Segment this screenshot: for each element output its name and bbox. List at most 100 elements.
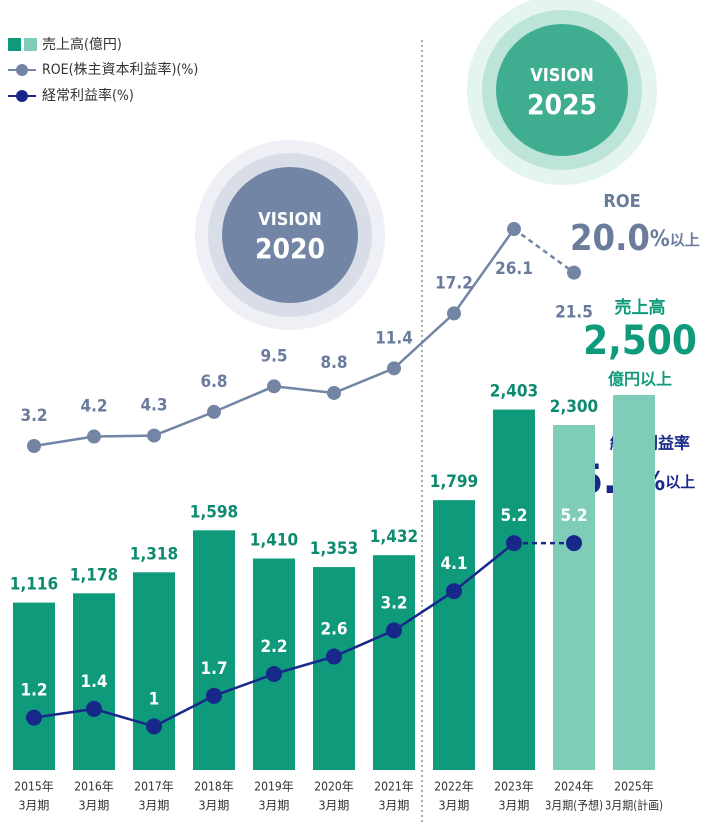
- bar-label: 1,432: [370, 527, 418, 547]
- badge-text: VISION: [258, 209, 322, 230]
- bar-label: 1,353: [310, 539, 358, 559]
- target-label: 億円以上: [608, 370, 672, 389]
- point-label: 5.2: [560, 506, 587, 526]
- x-tick-label: 3月期: [79, 799, 110, 813]
- marker: [566, 535, 582, 552]
- point-label: 1.4: [80, 672, 107, 692]
- bar: [253, 558, 295, 770]
- bar-label: 2,300: [550, 397, 598, 417]
- bar-label: 2,403: [490, 382, 538, 402]
- bar: [373, 555, 415, 770]
- x-tick-label: 2021年: [374, 780, 413, 794]
- legend-label: ROE(株主資本利益率)(%): [42, 61, 198, 78]
- point-label: 2.2: [260, 637, 287, 657]
- marker: [447, 306, 461, 321]
- bar: [13, 602, 55, 770]
- x-tick-label: 3月期: [199, 799, 230, 813]
- marker: [266, 666, 282, 682]
- x-tick-label: 2024年: [554, 780, 593, 794]
- badge-text: 2020: [255, 232, 325, 265]
- marker: [327, 385, 341, 400]
- point-label: 3.2: [20, 406, 47, 426]
- marker: [26, 709, 42, 726]
- marker: [387, 361, 401, 376]
- point-label: 4.1: [440, 554, 467, 574]
- x-tick-label: 3月期: [319, 799, 350, 813]
- point-label: 2.6: [320, 620, 347, 640]
- x-tick-label: 3月期: [439, 799, 470, 813]
- x-tick-label: 3月期(予想): [545, 798, 603, 813]
- x-tick-label: 3月期(計画): [605, 798, 663, 813]
- bar-label: 1,799: [430, 472, 478, 492]
- bar: [193, 530, 235, 770]
- x-tick-label: 2019年: [254, 780, 293, 794]
- bar: [133, 572, 175, 770]
- x-tick-label: 3月期: [379, 799, 410, 813]
- bar-label: 1,178: [70, 565, 118, 585]
- x-tick-label: 3月期: [259, 799, 290, 813]
- legend-swatch: [8, 38, 21, 51]
- badge-text: VISION: [530, 65, 594, 86]
- point-label: 4.3: [140, 396, 167, 416]
- point-label: 8.8: [320, 353, 347, 373]
- marker: [27, 439, 41, 453]
- marker: [207, 404, 221, 419]
- x-tick-label: 2025年: [614, 780, 653, 794]
- x-tick-label: 2020年: [314, 780, 353, 794]
- legend-label: 売上高(億円): [42, 36, 122, 53]
- bar: [73, 593, 115, 770]
- point-label: 21.5: [555, 303, 593, 323]
- bar: [433, 500, 475, 770]
- legend-swatch: [24, 38, 37, 51]
- x-tick-label: 2018年: [194, 780, 233, 794]
- point-label: 3.2: [380, 593, 407, 613]
- x-tick-label: 2022年: [434, 780, 473, 794]
- marker: [146, 718, 162, 735]
- x-tick-label: 3月期: [139, 799, 170, 813]
- x-tick-label: 2016年: [74, 780, 113, 794]
- target-label: 売上高: [615, 297, 666, 318]
- legend-marker: [16, 64, 28, 76]
- x-tick-label: 2015年: [14, 780, 53, 794]
- badge-text: 2025: [527, 88, 597, 121]
- marker: [267, 379, 281, 394]
- point-label: 1: [149, 689, 160, 709]
- point-label: 5.2: [500, 506, 527, 526]
- bar-label: 1,318: [130, 544, 178, 564]
- marker: [567, 265, 581, 280]
- point-label: 9.5: [260, 346, 287, 366]
- legend-label: 経常利益率(%): [42, 87, 134, 104]
- marker: [507, 222, 521, 237]
- x-tick-label: 3月期: [19, 799, 50, 813]
- point-label: 1.2: [20, 681, 47, 701]
- point-label: 11.4: [375, 328, 413, 348]
- badge-2025: VISION 2025: [467, 0, 657, 185]
- marker: [147, 428, 161, 443]
- point-label: 17.2: [435, 273, 473, 293]
- point-label: 1.7: [200, 659, 227, 679]
- x-tick-label: 2017年: [134, 780, 173, 794]
- line: [513, 228, 575, 274]
- bar-label: 1,598: [190, 502, 238, 522]
- marker: [206, 687, 222, 704]
- target-value: 20.0%以上: [570, 218, 700, 259]
- bar: [613, 395, 655, 770]
- target-label: ROE: [603, 191, 640, 212]
- bar: [493, 409, 535, 770]
- point-label: 6.8: [200, 372, 227, 392]
- marker: [386, 622, 402, 639]
- badge-2020: VISION 2020: [195, 140, 385, 330]
- target-value: 2,500: [583, 318, 697, 364]
- legend-marker: [16, 90, 28, 102]
- bar: [553, 425, 595, 770]
- x-tick-label: 3月期: [499, 799, 530, 813]
- marker: [446, 583, 462, 600]
- x-tick-label: 2023年: [494, 780, 533, 794]
- point-label: 26.1: [495, 259, 533, 279]
- legend: 売上高(億円) ROE(株主資本利益率)(%) 経常利益率(%): [8, 36, 198, 104]
- marker: [86, 700, 102, 717]
- point-label: 4.2: [80, 397, 107, 417]
- bar-label: 1,116: [10, 575, 58, 595]
- marker: [87, 429, 101, 444]
